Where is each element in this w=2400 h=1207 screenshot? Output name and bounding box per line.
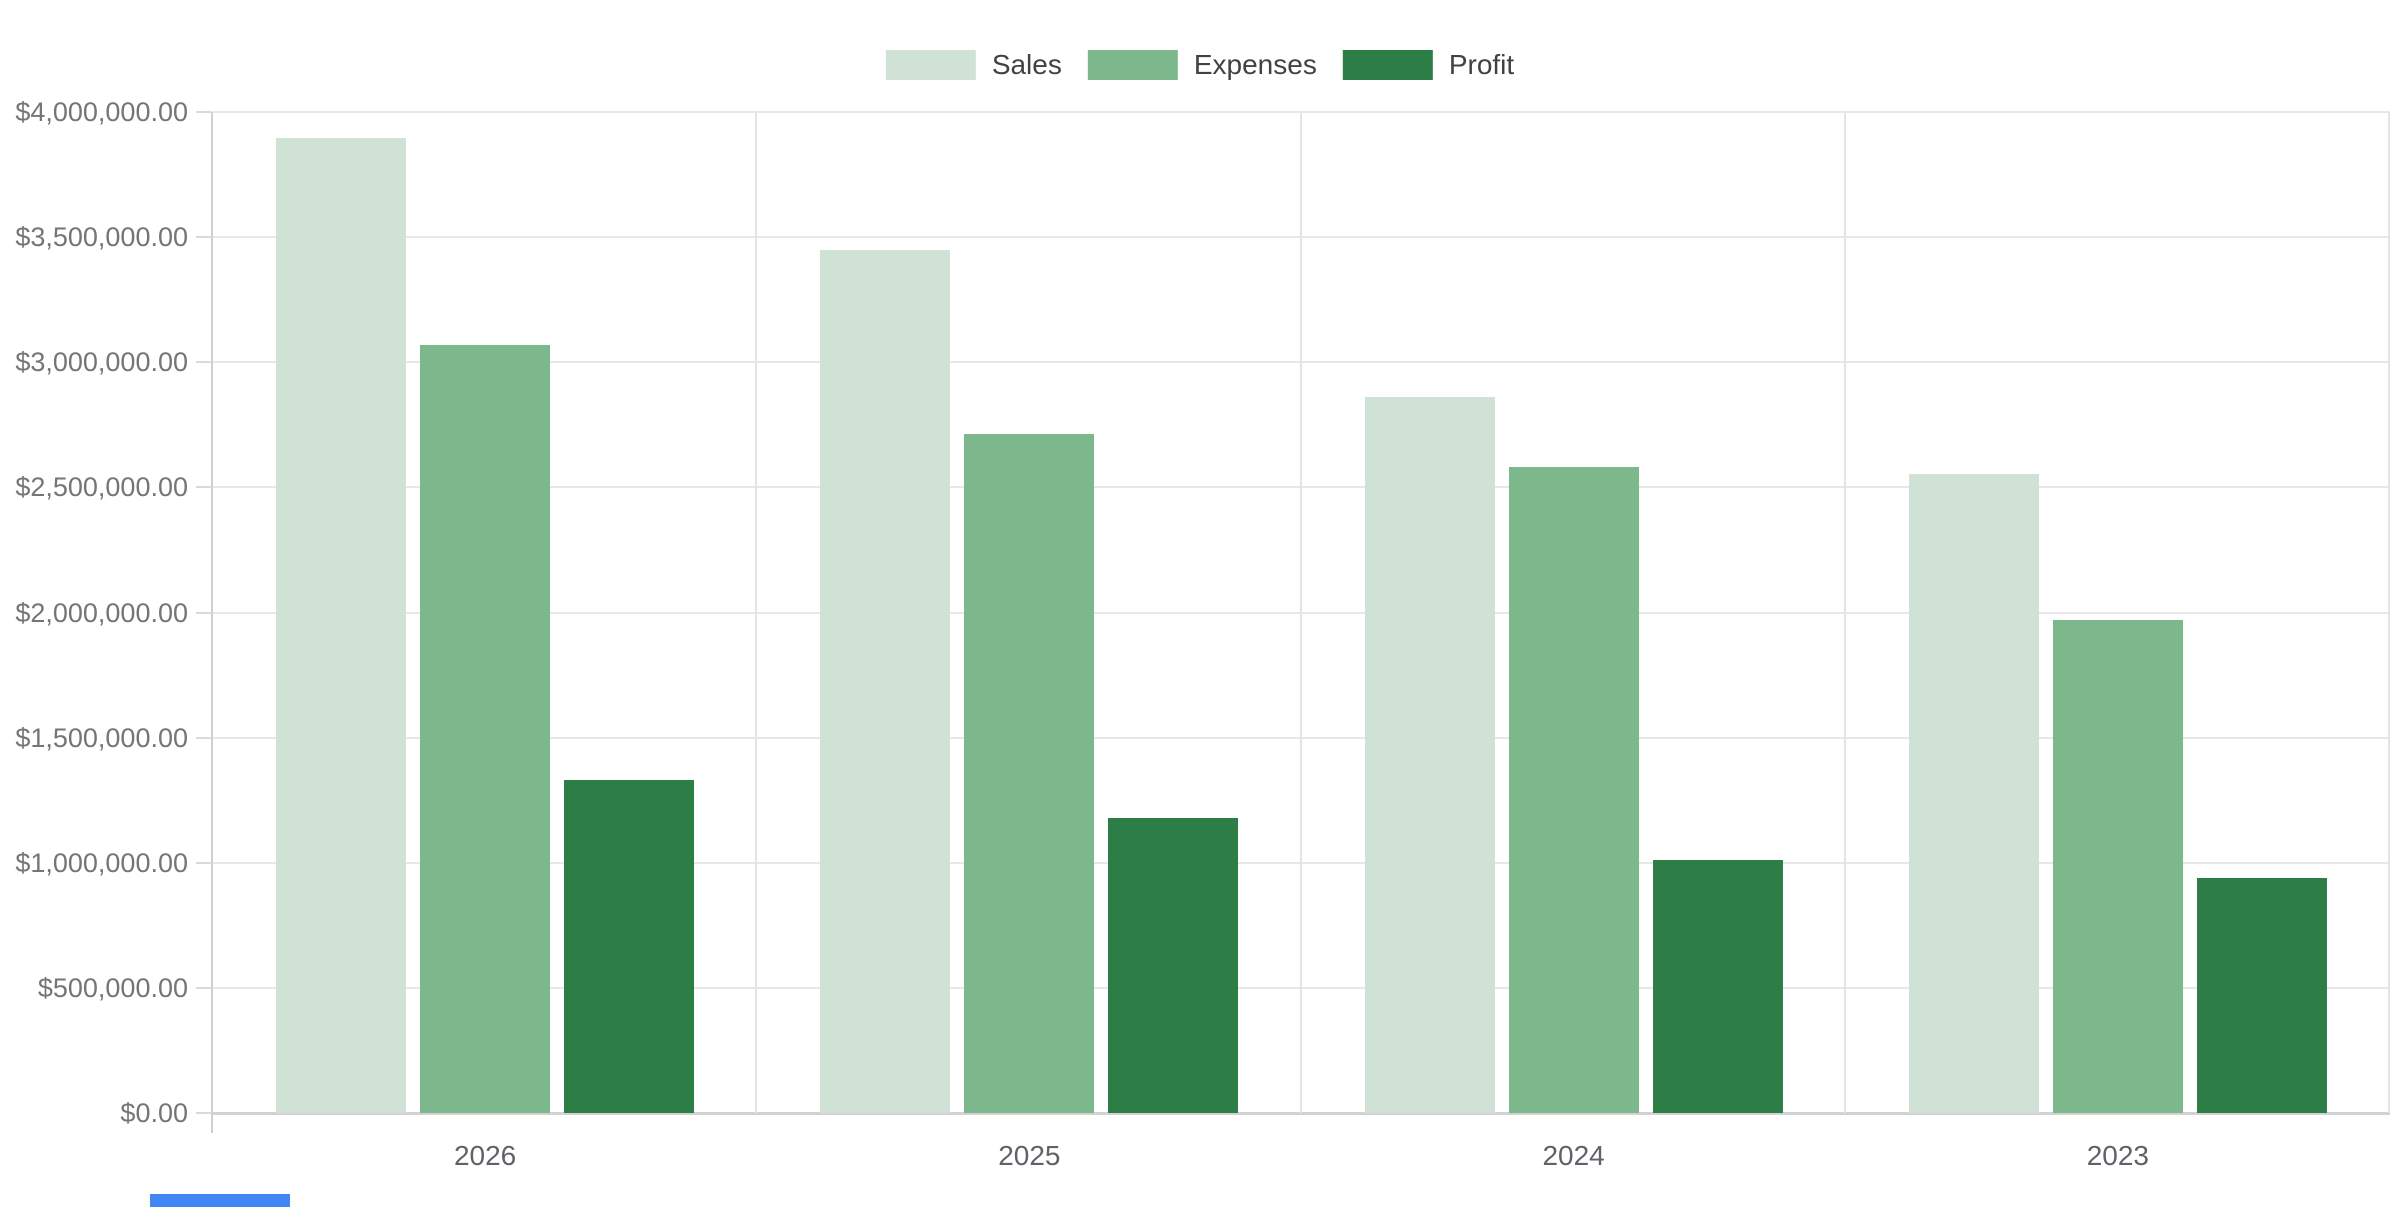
bar-group-2026	[213, 112, 757, 1113]
bar-profit-2024[interactable]	[1652, 860, 1783, 1113]
legend-label: Expenses	[1193, 49, 1317, 80]
legend-swatch-profit	[1342, 50, 1433, 80]
gridline	[213, 361, 2390, 364]
bottom-left-blue-element	[150, 1194, 290, 1207]
y-axis-tick-label: $2,500,000.00	[15, 472, 188, 503]
category-separator	[1299, 112, 1302, 1113]
bar-expenses-2025[interactable]	[964, 433, 1095, 1113]
category-separator	[755, 112, 758, 1113]
y-axis-tick-label: $1,500,000.00	[15, 722, 188, 753]
y-axis-tick-label: $4,000,000.00	[15, 97, 188, 127]
legend-label: Sales	[991, 49, 1062, 80]
y-axis-tick	[196, 111, 212, 113]
y-axis-tick	[196, 986, 212, 989]
plot-area	[211, 111, 2390, 1133]
gridline	[213, 861, 2390, 864]
y-axis-line	[211, 112, 213, 1133]
legend-label: Profit	[1448, 49, 1515, 80]
y-axis-tick	[196, 861, 212, 864]
bar-expenses-2026[interactable]	[420, 344, 551, 1113]
y-axis-tick	[196, 736, 212, 739]
legend-item-profit: Profit	[1342, 49, 1515, 80]
y-axis-tick	[196, 1112, 212, 1114]
bar-sales-2025[interactable]	[820, 249, 951, 1113]
category-separator	[1843, 112, 1846, 1113]
gridline	[213, 236, 2390, 239]
y-axis-tick	[196, 361, 212, 364]
gridline	[213, 736, 2390, 739]
x-axis-label-2025: 2025	[998, 1140, 1061, 1171]
bar-profit-2023[interactable]	[2196, 877, 2327, 1113]
y-axis-tick-label: $500,000.00	[37, 972, 188, 1003]
x-axis-labels: 2026 2025 2024 2023	[213, 1140, 2390, 1172]
y-axis-tick-label: $2,000,000.00	[15, 597, 188, 628]
bar-group-2025	[757, 112, 1301, 1113]
bar-sales-2024[interactable]	[1364, 397, 1495, 1113]
bar-groups	[213, 112, 2390, 1113]
legend-swatch-expenses	[1087, 50, 1178, 80]
bar-sales-2023[interactable]	[1908, 473, 2039, 1113]
gridline	[213, 986, 2390, 989]
bar-sales-2026[interactable]	[276, 138, 407, 1113]
bar-group-2024	[1302, 112, 1846, 1113]
x-axis-label-2024: 2024	[1542, 1140, 1605, 1171]
y-axis-tick	[196, 236, 212, 239]
legend-item-expenses: Expenses	[1087, 49, 1317, 80]
y-axis-tick-label: $0.00	[120, 1098, 188, 1128]
y-axis-tick-label: $1,000,000.00	[15, 847, 188, 878]
category-separator	[2388, 112, 2390, 1113]
bar-group-2023	[1846, 112, 2390, 1113]
x-axis-label-2023: 2023	[2086, 1140, 2150, 1171]
chart-legend: Sales Expenses Profit	[885, 49, 1515, 80]
bar-expenses-2023[interactable]	[2052, 620, 2183, 1113]
bar-expenses-2024[interactable]	[1508, 467, 1639, 1113]
gridline	[213, 486, 2390, 489]
y-axis-labels: $4,000,000.00 $3,500,000.00 $3,000,000.00 $…	[0, 97, 188, 1128]
bar-profit-2026[interactable]	[564, 780, 695, 1113]
y-axis-tick	[196, 611, 212, 614]
legend-item-sales: Sales	[885, 49, 1062, 80]
x-axis-baseline	[213, 1112, 2390, 1115]
gridline	[213, 611, 2390, 614]
x-axis-label-2026: 2026	[453, 1140, 517, 1171]
y-axis-tick-label: $3,500,000.00	[15, 222, 188, 253]
legend-swatch-sales	[885, 50, 976, 80]
y-axis-tick-label: $3,000,000.00	[15, 347, 188, 378]
bar-profit-2025[interactable]	[1108, 817, 1239, 1113]
y-axis-tick	[196, 486, 212, 489]
gridline	[213, 111, 2390, 113]
